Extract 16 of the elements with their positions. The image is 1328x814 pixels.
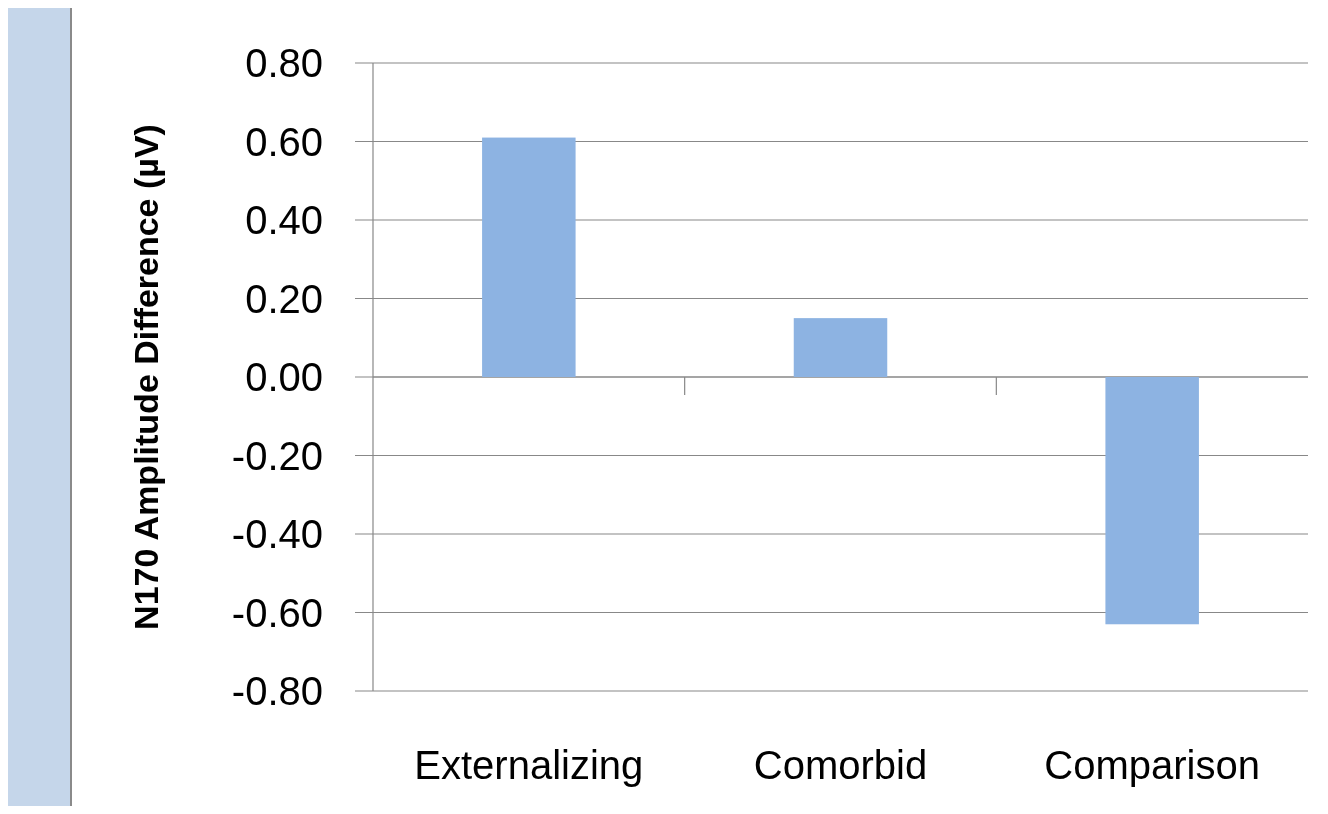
y-tick-label: -0.80 (231, 669, 323, 713)
x-tick-label: Comorbid (753, 743, 928, 787)
y-tick-label: 0.80 (245, 41, 323, 85)
y-tick-label: 0.60 (245, 119, 323, 164)
bar (482, 137, 576, 377)
bar (793, 318, 888, 377)
y-tick-label: -0.40 (231, 512, 323, 556)
x-tick-label: Externalizing (414, 743, 644, 787)
y-tick-label: 0.20 (245, 276, 323, 321)
y-tick-label: 0.00 (245, 355, 323, 399)
x-tick-label: Comparison (1044, 743, 1260, 787)
y-tick-label: 0.40 (245, 198, 323, 242)
y-axis-title: N170 Amplitude Difference (µV) (127, 124, 165, 630)
y-tick-label: -0.60 (231, 590, 323, 635)
bar (1105, 377, 1199, 625)
y-tick-label: -0.20 (231, 433, 323, 478)
